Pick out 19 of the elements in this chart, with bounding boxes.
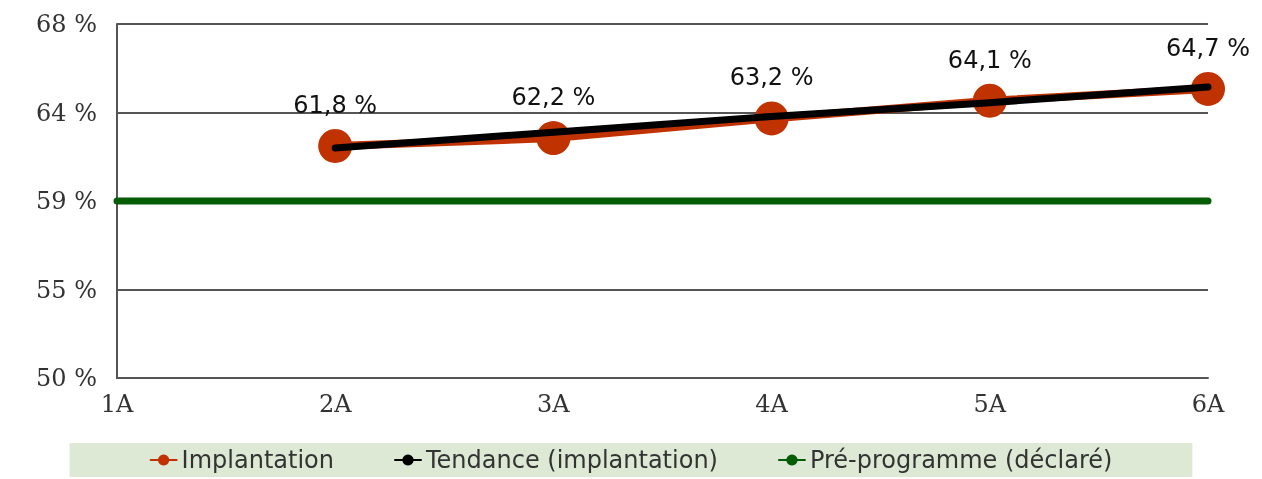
x-tick-label: 1A xyxy=(100,390,134,418)
legend-label: Implantation xyxy=(181,446,334,474)
x-tick-label: 5A xyxy=(973,390,1007,418)
data-label: 63,2 % xyxy=(729,63,814,92)
x-tick-label: 2A xyxy=(318,390,353,418)
y-tick-label: 68 % xyxy=(36,10,97,38)
data-label: 64,7 % xyxy=(1166,33,1250,62)
x-tick-label: 3A xyxy=(537,390,571,418)
data-label: 61,8 % xyxy=(293,90,378,119)
y-tick-label: 50 % xyxy=(36,364,97,392)
data-label: 64,1 % xyxy=(947,45,1032,74)
y-tick-label: 59 % xyxy=(36,187,97,215)
legend-label: Tendance (implantation) xyxy=(424,446,718,474)
legend-label: Pré-programme (déclaré) xyxy=(809,446,1113,474)
x-tick-label: 6A xyxy=(1191,390,1225,418)
y-tick-label: 55 % xyxy=(36,275,97,304)
x-tick-label: 4A xyxy=(755,390,789,418)
y-tick-label: 64 % xyxy=(36,98,97,127)
data-label: 62,2 % xyxy=(511,83,596,112)
